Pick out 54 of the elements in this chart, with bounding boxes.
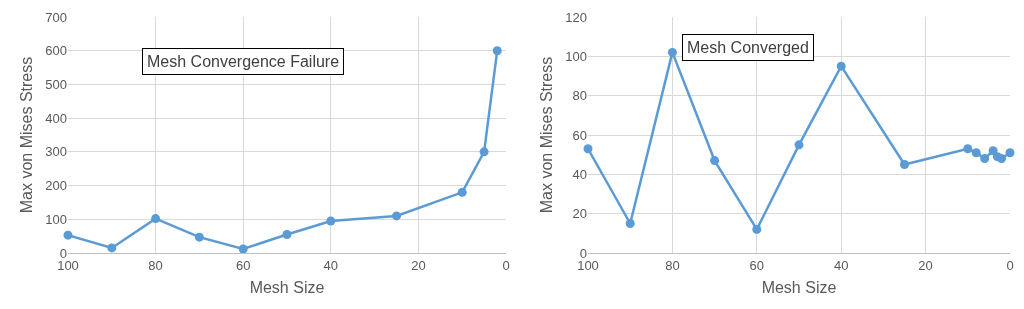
point xyxy=(836,61,846,71)
point xyxy=(151,214,161,224)
point xyxy=(1005,148,1015,158)
x-tick-label: 60 xyxy=(749,257,765,273)
x-tick-label: 0 xyxy=(1006,257,1014,273)
y-tick-label: 600 xyxy=(45,43,67,59)
point xyxy=(971,148,981,158)
point xyxy=(392,211,401,221)
y-tick-label: 100 xyxy=(565,48,587,64)
annotation: Mesh Converged xyxy=(687,39,809,56)
annotation: Mesh Convergence Failure xyxy=(147,53,340,70)
x-tick-label: 60 xyxy=(235,257,251,273)
x-tick-label: 20 xyxy=(918,257,933,273)
y-tick-label: 80 xyxy=(572,88,587,104)
x-tick-label: 0 xyxy=(502,257,510,273)
point xyxy=(997,154,1007,164)
point xyxy=(63,230,73,240)
point xyxy=(457,187,467,197)
y-tick-label: 200 xyxy=(45,178,67,194)
point xyxy=(794,140,804,150)
point xyxy=(583,144,593,154)
point xyxy=(194,232,204,242)
y-tick-label: 20 xyxy=(572,206,587,222)
point xyxy=(238,244,248,254)
point xyxy=(752,224,762,234)
y-tick-label: 400 xyxy=(45,110,67,126)
point xyxy=(667,47,677,57)
y-tick-label: 60 xyxy=(572,127,587,143)
y-tick-label: 700 xyxy=(45,9,67,25)
point xyxy=(326,216,336,226)
point xyxy=(107,243,117,253)
y-axis-title: Max von Mises Stress xyxy=(18,56,36,214)
y-axis-title: Max von Mises Stress xyxy=(538,56,556,214)
x-axis-title: Mesh Size xyxy=(761,279,837,297)
point xyxy=(625,219,635,228)
x-tick-label: 20 xyxy=(411,257,426,273)
y-tick-label: 120 xyxy=(565,9,587,25)
point xyxy=(282,229,292,239)
y-tick-label: 500 xyxy=(45,76,67,92)
y-tick-label: 0 xyxy=(579,245,587,261)
y-tick-label: 40 xyxy=(572,166,587,182)
x-axis-title: Mesh Size xyxy=(249,279,325,297)
y-tick-label: 300 xyxy=(45,144,67,160)
y-tick-label: 100 xyxy=(45,211,67,227)
point xyxy=(900,160,909,169)
x-tick-label: 40 xyxy=(833,257,849,273)
point xyxy=(492,46,502,56)
point xyxy=(710,156,720,166)
point xyxy=(479,147,489,157)
x-tick-label: 80 xyxy=(665,257,680,273)
x-tick-label: 80 xyxy=(148,257,163,273)
point xyxy=(980,154,990,164)
x-tick-label: 40 xyxy=(323,257,339,273)
point xyxy=(963,144,973,154)
